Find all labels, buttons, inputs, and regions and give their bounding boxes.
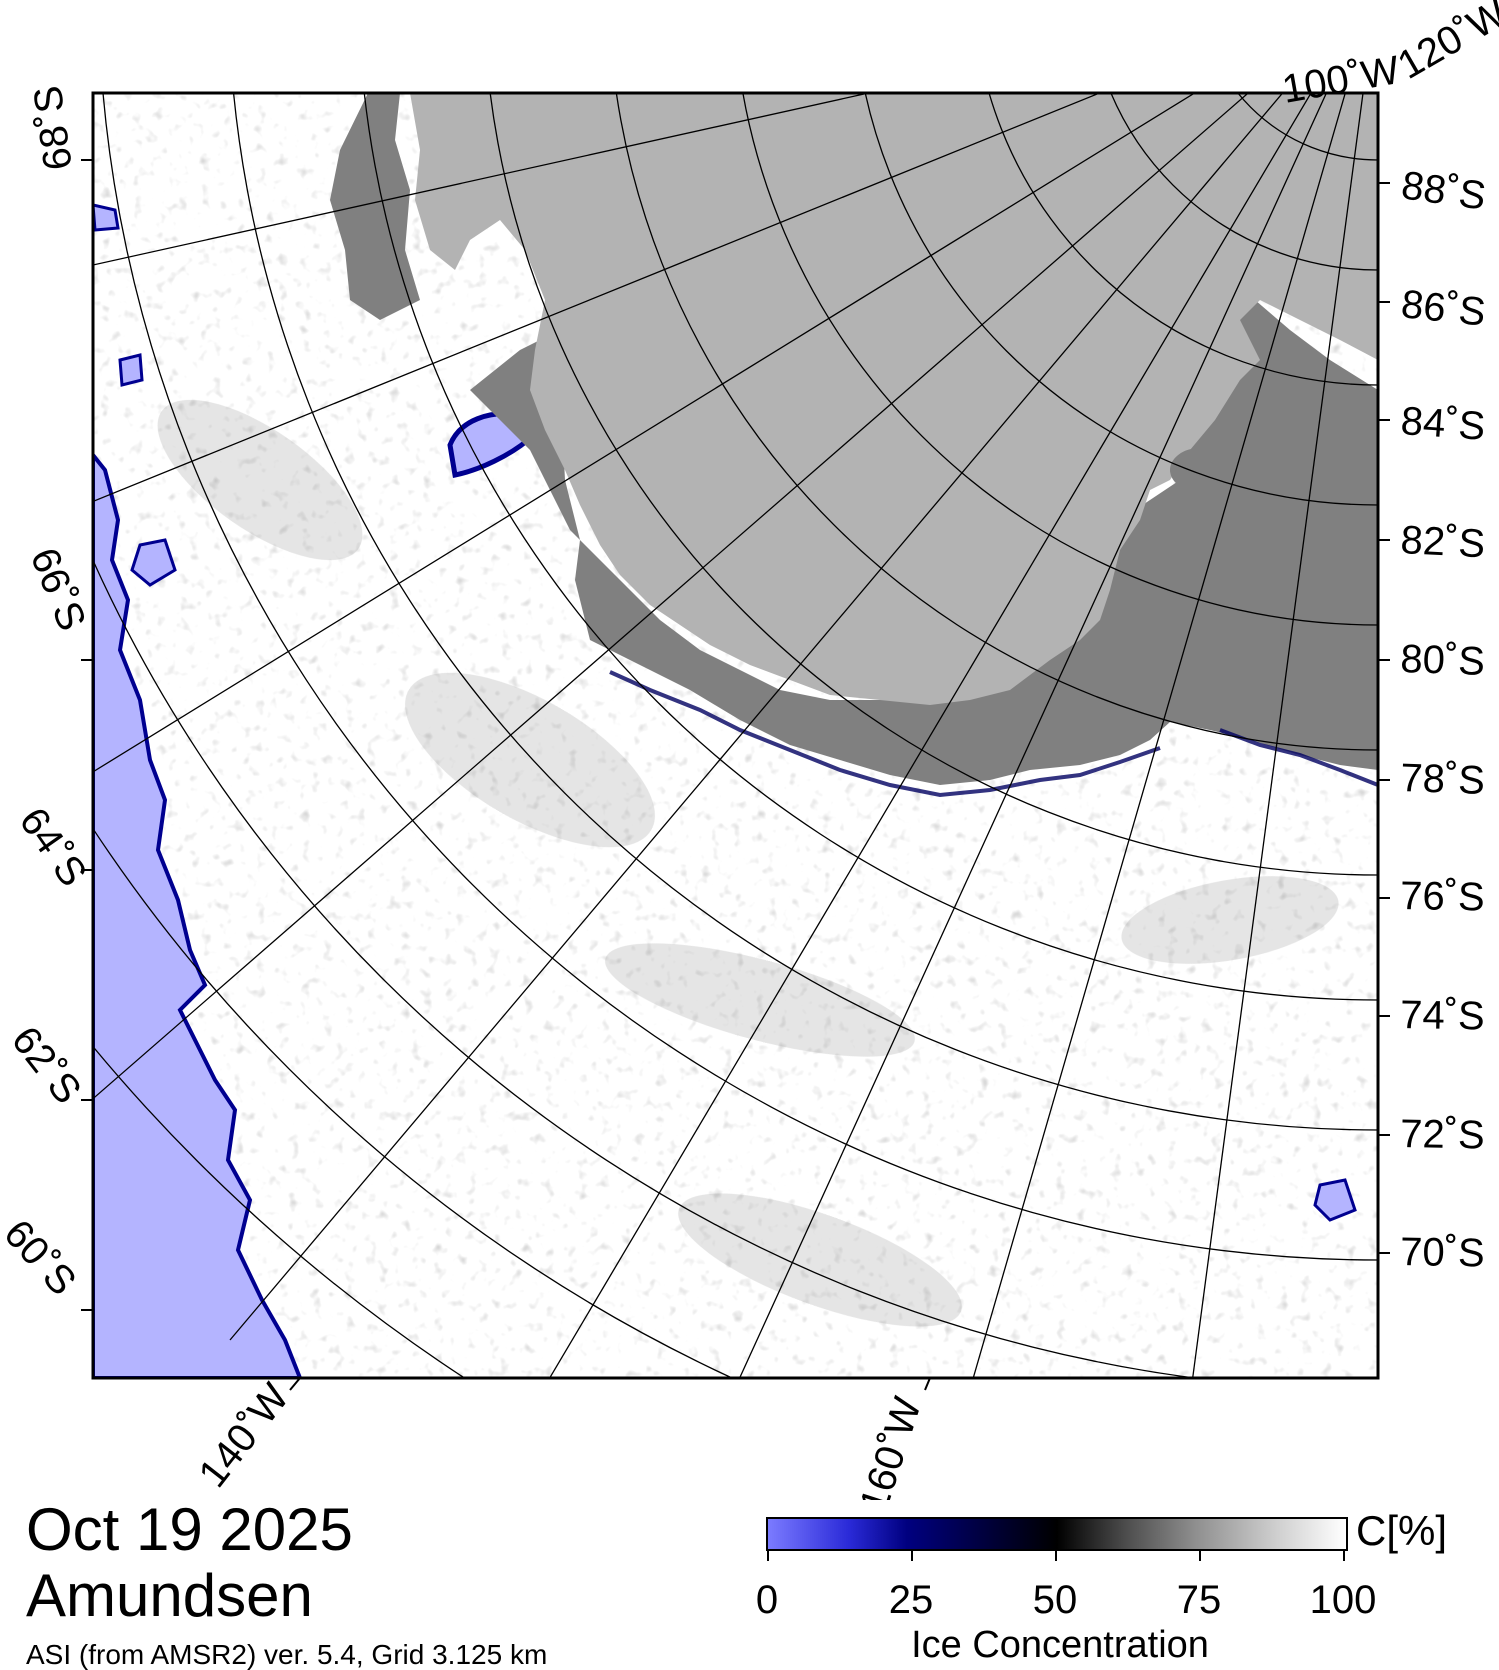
coastal-ice-edge-east (1219, 728, 1378, 787)
lat-label: 74˚S (1400, 993, 1485, 1038)
data-source-note: ASI (from AMSR2) ver. 5.4, Grid 3.125 km (26, 1639, 548, 1670)
lat-label: 64˚S (11, 800, 96, 894)
lat-label: 62˚S (3, 1018, 90, 1112)
open-water-region (93, 451, 303, 1378)
lat-label: 80˚S (1400, 637, 1486, 684)
lon-label: 160˚W (852, 1392, 930, 1500)
lon-label: 140˚W (190, 1375, 297, 1495)
colorbar-tick-label: 25 (888, 1578, 934, 1622)
open-water-fragments (93, 203, 1357, 1222)
lat-label: 68˚S (26, 83, 81, 173)
colorbar-tickmark (767, 1551, 769, 1561)
colorbar-title: Ice Concentration (911, 1624, 1209, 1666)
graticule (93, 93, 1378, 1378)
lat-label: 82˚S (1400, 518, 1487, 566)
colorbar (766, 1517, 1348, 1551)
frame-ticks (81, 159, 1390, 1391)
colorbar-tickmark (1343, 1551, 1345, 1561)
lat-label: 88˚S (1399, 163, 1489, 218)
lat-label: 66˚S (22, 542, 94, 637)
latitude-labels-right: 88˚S 86˚S 84˚S 82˚S 80˚S 78˚S 76˚S 74˚S … (1399, 163, 1489, 1275)
latitude-labels-left: 68˚S 66˚S 64˚S 62˚S 60˚S (0, 83, 95, 1304)
ice-shelf-islands (1170, 441, 1354, 705)
ice-shelf-ross (470, 215, 1378, 785)
lat-label: 86˚S (1399, 282, 1488, 335)
lat-label: 84˚S (1399, 399, 1486, 449)
lat-label: 76˚S (1400, 874, 1485, 919)
lat-label: 78˚S (1400, 756, 1486, 803)
colorbar-tick-label: 0 (755, 1578, 779, 1622)
colorbar-tick-label: 50 (1032, 1578, 1078, 1622)
colorbar-tick-label: 75 (1176, 1578, 1222, 1622)
lat-label: 60˚S (0, 1212, 85, 1304)
map-frame (91, 91, 1380, 1380)
sea-ice-map: 88˚S 86˚S 84˚S 82˚S 80˚S 78˚S 76˚S 74˚S … (0, 0, 1499, 1500)
region-name: Amundsen (26, 1562, 313, 1629)
colorbar-tick-label: 100 (1309, 1578, 1377, 1622)
lat-label: 72˚S (1400, 1112, 1485, 1157)
lat-label: 70˚S (1400, 1230, 1485, 1275)
coastal-ice-edge (609, 670, 1161, 798)
colorbar-tickmark (1199, 1551, 1201, 1561)
colorbar-tickmark (1055, 1551, 1057, 1561)
low-concentration-patches (157, 399, 1339, 1327)
colorbar-unit: C[%] (1356, 1507, 1448, 1554)
antarctic-land (410, 93, 1378, 705)
map-date: Oct 19 2025 (26, 1496, 353, 1563)
lon-label: 120˚W (1391, 0, 1499, 88)
colorbar-tickmark (911, 1551, 913, 1561)
